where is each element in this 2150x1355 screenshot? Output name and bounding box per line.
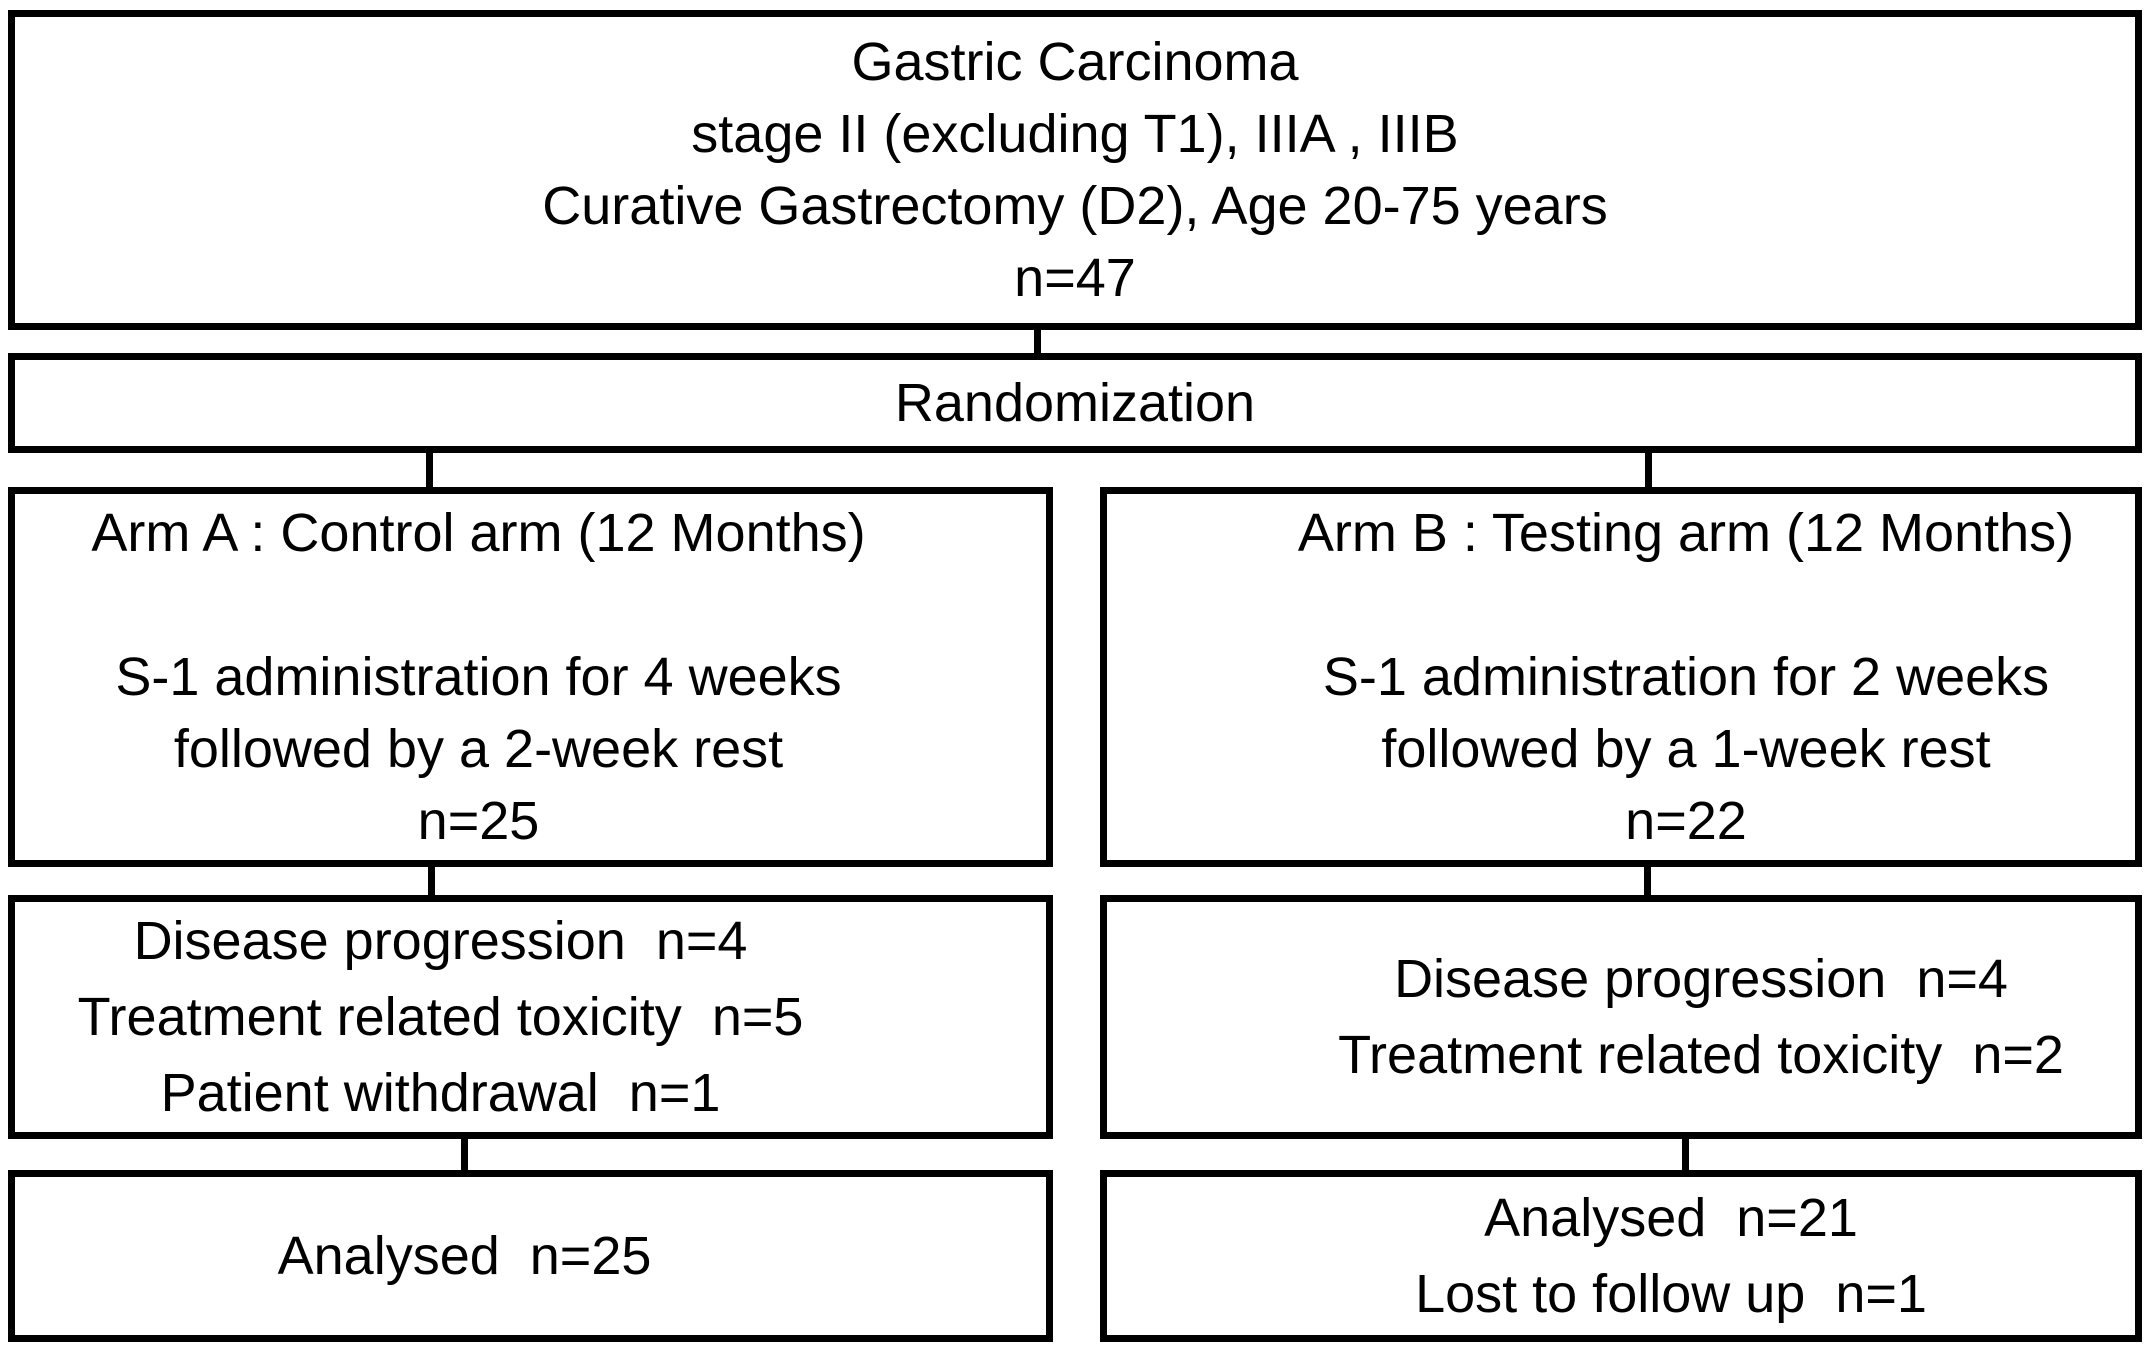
connector-randomization-to-arm-a bbox=[426, 449, 433, 491]
connector-dropout-b-to-analysed-b bbox=[1682, 1135, 1689, 1174]
analysed-a-box: Analysed n=25 bbox=[8, 1170, 1053, 1342]
analysed-a-n: Analysed n=25 bbox=[277, 1226, 652, 1286]
connector-arm-b-to-dropout-b bbox=[1644, 862, 1651, 899]
dropout-a-withdrawal: Patient withdrawal n=1 bbox=[160, 1063, 721, 1123]
enrollment-line-n: n=47 bbox=[1014, 248, 1136, 308]
arm-a-regimen-line2: followed by a 2-week rest bbox=[173, 719, 784, 779]
arm-b-text: Arm B : Testing arm (12 Months) S-1 admi… bbox=[1298, 497, 2074, 857]
analysed-a-text: Analysed n=25 bbox=[278, 1218, 652, 1294]
arm-a-n: n=25 bbox=[417, 791, 540, 851]
randomization-label: Randomization bbox=[894, 373, 1256, 433]
connector-arm-a-to-dropout-a bbox=[428, 862, 435, 899]
arm-b-n: n=22 bbox=[1625, 791, 1747, 851]
analysed-b-text: Analysed n=21 Lost to follow up n=1 bbox=[1415, 1180, 1927, 1332]
arm-b-regimen-line2: followed by a 1-week rest bbox=[1381, 719, 1991, 779]
dropout-a-box: Disease progression n=4 Treatment relate… bbox=[8, 895, 1053, 1139]
dropout-a-progression: Disease progression n=4 bbox=[133, 911, 748, 971]
connector-enrollment-to-randomization bbox=[1034, 326, 1041, 358]
arm-a-regimen-line1: S-1 administration for 4 weeks bbox=[115, 647, 842, 707]
dropout-b-box: Disease progression n=4 Treatment relate… bbox=[1100, 895, 2142, 1139]
enrollment-line-surgery-age: Curative Gastrectomy (D2), Age 20-75 yea… bbox=[542, 176, 1608, 236]
analysed-b-box: Analysed n=21 Lost to follow up n=1 bbox=[1100, 1170, 2142, 1342]
analysed-b-n: Analysed n=21 bbox=[1484, 1188, 1858, 1248]
dropout-a-toxicity: Treatment related toxicity n=5 bbox=[77, 987, 804, 1047]
arm-b-box: Arm B : Testing arm (12 Months) S-1 admi… bbox=[1100, 487, 2142, 867]
connector-randomization-to-arm-b bbox=[1645, 449, 1652, 491]
randomization-box: Randomization bbox=[8, 353, 2142, 453]
dropout-a-text: Disease progression n=4 Treatment relate… bbox=[78, 903, 804, 1131]
analysed-b-lost-followup: Lost to follow up n=1 bbox=[1415, 1264, 1927, 1324]
connector-dropout-a-to-analysed-a bbox=[461, 1135, 468, 1174]
dropout-b-toxicity: Treatment related toxicity n=2 bbox=[1338, 1025, 2064, 1085]
enrollment-line-title: Gastric Carcinoma bbox=[851, 32, 1299, 92]
arm-a-text: Arm A : Control arm (12 Months) S-1 admi… bbox=[91, 497, 865, 857]
arm-b-title: Arm B : Testing arm (12 Months) bbox=[1297, 503, 2075, 563]
enrollment-line-stage: stage II (excluding T1), IIIA , IIIB bbox=[691, 104, 1459, 164]
arm-b-regimen-line1: S-1 administration for 2 weeks bbox=[1322, 647, 2050, 707]
enrollment-box: Gastric Carcinoma stage II (excluding T1… bbox=[8, 10, 2142, 330]
enrollment-text: Gastric Carcinoma stage II (excluding T1… bbox=[542, 26, 1607, 314]
randomization-text: Randomization bbox=[895, 367, 1255, 439]
dropout-b-text: Disease progression n=4 Treatment relate… bbox=[1338, 941, 2064, 1093]
dropout-b-progression: Disease progression n=4 bbox=[1394, 949, 2008, 1009]
arm-a-title: Arm A : Control arm (12 Months) bbox=[91, 503, 866, 563]
arm-a-box: Arm A : Control arm (12 Months) S-1 admi… bbox=[8, 487, 1053, 867]
